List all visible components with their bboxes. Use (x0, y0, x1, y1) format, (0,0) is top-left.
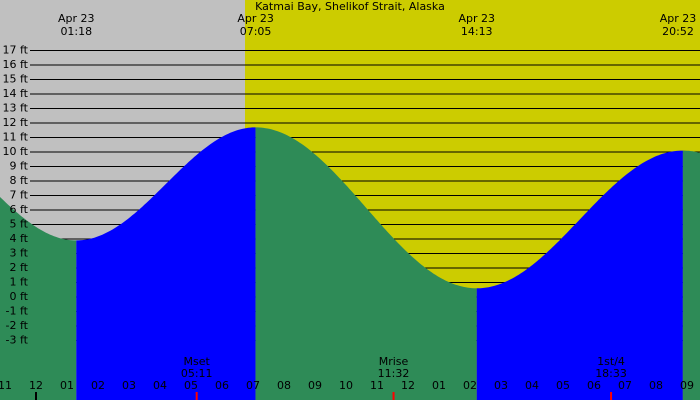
y-tick-label: -3 ft (6, 334, 29, 347)
y-tick-label: -1 ft (6, 305, 29, 318)
hour-label: 05 (556, 379, 570, 392)
extreme-date: Apr 23 (237, 12, 274, 25)
rising-tide (476, 150, 683, 400)
hour-label: 04 (525, 379, 539, 392)
hour-label: 01 (60, 379, 74, 392)
hour-label: 03 (122, 379, 136, 392)
hour-label: 01 (432, 379, 446, 392)
moon-time: 05:11 (181, 367, 213, 380)
y-tick-label: 14 ft (3, 87, 29, 100)
hour-label: 08 (649, 379, 663, 392)
hour-label: 11 (370, 379, 384, 392)
y-tick-label: 11 ft (3, 131, 29, 144)
extreme-date: Apr 23 (58, 12, 95, 25)
moon-tick (392, 392, 395, 400)
y-tick-label: 12 ft (3, 116, 29, 129)
midnight-tick (35, 392, 37, 400)
y-tick-label: 3 ft (10, 247, 29, 260)
hour-label: 06 (215, 379, 229, 392)
y-tick-label: 2 ft (10, 261, 29, 274)
falling-tide (255, 127, 477, 400)
hour-label: 12 (29, 379, 43, 392)
hour-label: 09 (680, 379, 694, 392)
y-tick-label: 6 ft (10, 203, 29, 216)
chart-title: Katmai Bay, Shelikof Strait, Alaska (255, 0, 445, 13)
falling-tide (0, 197, 77, 400)
hour-label: 06 (587, 379, 601, 392)
hour-label: 11 (0, 379, 12, 392)
moon-event: Mrise (379, 355, 409, 368)
y-tick-label: 17 ft (3, 44, 29, 57)
extreme-time: 01:18 (60, 25, 92, 38)
extreme-date: Apr 23 (660, 12, 697, 25)
hour-label: 12 (401, 379, 415, 392)
hour-label: 09 (308, 379, 322, 392)
extreme-date: Apr 23 (458, 12, 495, 25)
moon-event: Mset (184, 355, 211, 368)
moon-tick (610, 392, 613, 400)
falling-tide (682, 150, 700, 400)
hour-label: 05 (184, 379, 198, 392)
y-tick-label: 15 ft (3, 73, 29, 86)
moon-event: 1st/4 (597, 355, 625, 368)
y-tick-label: 8 ft (10, 174, 29, 187)
hour-label: 03 (494, 379, 508, 392)
hour-label: 10 (339, 379, 353, 392)
moon-time: 11:32 (378, 367, 410, 380)
extreme-time: 20:52 (662, 25, 694, 38)
hour-label: 08 (277, 379, 291, 392)
hour-label: 02 (91, 379, 105, 392)
hour-label: 02 (463, 379, 477, 392)
moon-tick (195, 392, 198, 400)
y-tick-label: 9 ft (10, 160, 29, 173)
y-tick-label: -2 ft (6, 319, 29, 332)
y-tick-label: 5 ft (10, 218, 29, 231)
y-tick-label: 4 ft (10, 232, 29, 245)
extreme-time: 14:13 (461, 25, 493, 38)
hour-label: 07 (618, 379, 632, 392)
y-tick-label: 10 ft (3, 145, 29, 158)
hour-label: 04 (153, 379, 167, 392)
y-tick-label: 7 ft (10, 189, 29, 202)
rising-tide (76, 127, 256, 400)
y-tick-label: 16 ft (3, 58, 29, 71)
hour-label: 07 (246, 379, 260, 392)
extreme-time: 07:05 (240, 25, 272, 38)
y-tick-label: 13 ft (3, 102, 29, 115)
y-tick-label: 0 ft (10, 290, 29, 303)
y-tick-label: 1 ft (10, 276, 29, 289)
moon-time: 18:33 (595, 367, 627, 380)
